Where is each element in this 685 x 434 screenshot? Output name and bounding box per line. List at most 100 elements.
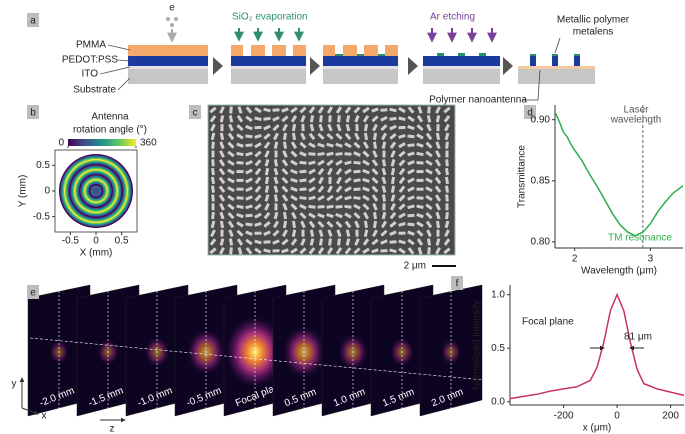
sem-antenna bbox=[308, 152, 316, 156]
axis-name: y bbox=[12, 379, 17, 390]
sem-antenna bbox=[308, 132, 316, 141]
sem-antenna bbox=[263, 248, 271, 254]
sem-antenna bbox=[398, 239, 406, 245]
layer-label: PEDOT:PSS bbox=[62, 55, 118, 66]
x-tick-label: 0 bbox=[93, 236, 99, 247]
leader-lines bbox=[99, 44, 131, 91]
sem-antenna bbox=[435, 202, 441, 211]
sem-antenna bbox=[237, 247, 243, 255]
sem-antenna bbox=[236, 133, 244, 140]
sem-antenna bbox=[398, 176, 406, 185]
sem-antenna bbox=[407, 230, 415, 236]
sem-antenna bbox=[363, 220, 369, 229]
sem-antenna bbox=[362, 150, 370, 158]
sem-antenna bbox=[264, 176, 270, 185]
sem-antenna bbox=[407, 151, 415, 157]
sem-antenna bbox=[362, 115, 370, 123]
sem-antenna bbox=[328, 238, 332, 246]
sem-antenna bbox=[381, 176, 387, 185]
sem-antenna bbox=[355, 229, 359, 237]
sem-antenna bbox=[444, 176, 450, 185]
sem-antenna bbox=[372, 123, 378, 132]
sem-antenna bbox=[264, 167, 270, 176]
sem-antenna bbox=[337, 238, 341, 246]
sem-antenna bbox=[245, 151, 253, 157]
sem-antenna bbox=[444, 132, 450, 141]
sem-antenna bbox=[444, 229, 450, 238]
sem-antenna bbox=[308, 142, 316, 149]
sem-antenna bbox=[389, 240, 397, 244]
sem-antenna bbox=[227, 159, 235, 166]
sem-antenna bbox=[299, 196, 307, 200]
y-tick-label: 0.5 bbox=[36, 160, 50, 171]
sem-antenna bbox=[209, 115, 217, 123]
sem-antenna bbox=[210, 132, 216, 141]
sem-antenna bbox=[362, 141, 370, 149]
sem-antenna bbox=[245, 134, 253, 139]
sem-antenna bbox=[416, 178, 424, 182]
sem-antenna bbox=[308, 168, 316, 175]
step-3 bbox=[323, 45, 398, 84]
layer-label: ITO bbox=[82, 69, 99, 80]
sem-antenna bbox=[416, 124, 424, 132]
sem-antenna bbox=[317, 220, 325, 228]
sem-antenna bbox=[425, 220, 433, 229]
sem-antenna bbox=[236, 221, 244, 228]
sem-antenna bbox=[254, 231, 262, 235]
sem-antenna bbox=[390, 159, 396, 167]
sem-antenna bbox=[326, 220, 334, 228]
sem-antenna bbox=[425, 194, 433, 202]
sem-antenna bbox=[300, 132, 306, 141]
sem-antenna bbox=[309, 123, 315, 132]
sem-antenna bbox=[326, 204, 334, 209]
sem-antenna bbox=[326, 213, 334, 219]
y-tick-label: 1.0 bbox=[491, 289, 505, 300]
sem-antenna bbox=[407, 106, 415, 114]
sem-antenna bbox=[282, 123, 288, 132]
sem-antenna bbox=[254, 150, 262, 158]
sem-antenna bbox=[335, 142, 343, 148]
beam-label: e bbox=[169, 3, 175, 14]
sem-antenna bbox=[318, 176, 324, 185]
sem-antenna bbox=[335, 205, 343, 209]
sem-antenna bbox=[353, 178, 361, 183]
sem-antenna bbox=[274, 150, 278, 158]
colorbar-tick-label: 360 bbox=[140, 138, 157, 149]
sem-antenna bbox=[227, 186, 235, 193]
sem-antenna bbox=[228, 229, 234, 238]
sem-antenna bbox=[209, 106, 217, 114]
sem-antenna bbox=[236, 196, 244, 200]
sem-antenna bbox=[345, 123, 351, 132]
sem-antenna bbox=[425, 150, 433, 158]
sem-antenna bbox=[219, 220, 225, 229]
sem-antenna bbox=[344, 106, 352, 114]
sem-antenna bbox=[407, 168, 415, 175]
y-tick-label: 0.80 bbox=[531, 237, 551, 248]
sem-antenna bbox=[416, 187, 424, 191]
sem-antenna bbox=[344, 132, 352, 141]
sem-antenna bbox=[434, 176, 442, 185]
sem-antenna bbox=[445, 185, 449, 193]
panel-label: a bbox=[30, 16, 36, 27]
annotation: 81 μm bbox=[624, 332, 652, 343]
sem-antenna bbox=[301, 124, 305, 132]
sem-antenna bbox=[362, 168, 370, 175]
sem-antenna bbox=[390, 167, 396, 176]
sem-antenna bbox=[407, 247, 415, 255]
sem-antenna bbox=[337, 115, 341, 123]
sem-antenna bbox=[427, 106, 431, 114]
sem-antenna bbox=[299, 204, 307, 210]
sem-antenna bbox=[443, 106, 451, 114]
sem-antenna bbox=[344, 152, 352, 156]
sem-antenna bbox=[345, 229, 351, 237]
sem-antenna bbox=[299, 160, 307, 165]
sem-antenna bbox=[254, 142, 262, 149]
sem-antenna bbox=[263, 133, 271, 140]
sem-antenna bbox=[273, 211, 279, 220]
sem-antenna bbox=[427, 247, 431, 255]
sem-antenna bbox=[290, 177, 298, 183]
sem-antenna bbox=[371, 115, 379, 123]
sem-antenna bbox=[254, 125, 262, 130]
sem-antenna bbox=[308, 177, 316, 184]
sem-antenna bbox=[398, 159, 406, 167]
